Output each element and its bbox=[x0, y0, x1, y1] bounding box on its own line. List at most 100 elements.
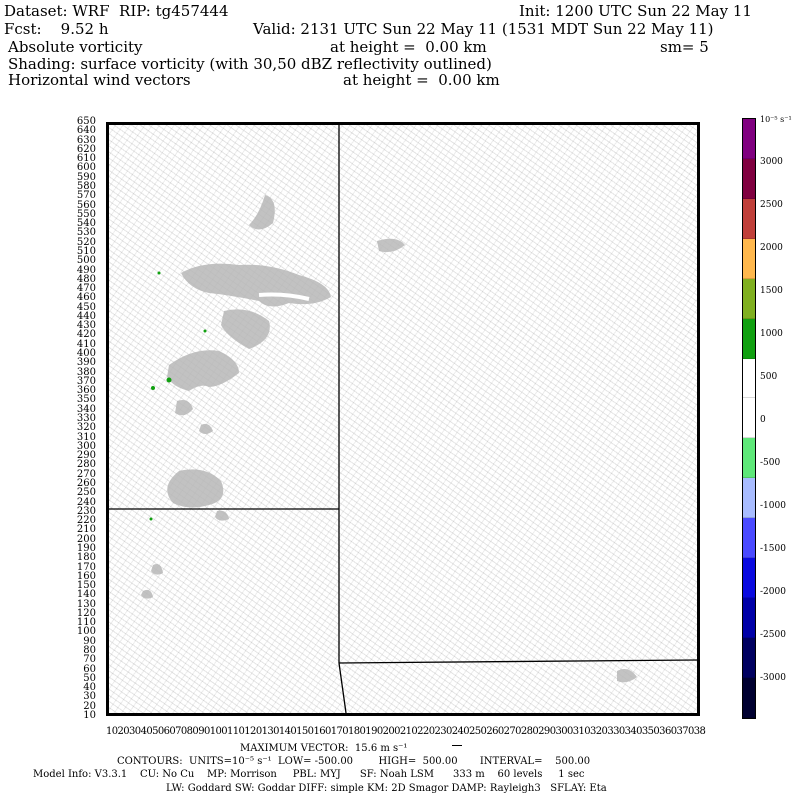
vorticity-map bbox=[109, 125, 697, 713]
y-tick-label: 430 bbox=[76, 320, 96, 332]
colorbar-segment bbox=[743, 518, 755, 559]
colorbar-segment bbox=[743, 158, 755, 199]
plot-area bbox=[106, 122, 700, 716]
colorbar-tick-label: -2000 bbox=[760, 587, 786, 597]
y-tick-label: 570 bbox=[76, 190, 96, 202]
y-tick-label: 50 bbox=[83, 672, 96, 684]
colorbar-segment bbox=[743, 318, 755, 359]
y-tick-label: 150 bbox=[76, 580, 96, 592]
vector-scale-arrow bbox=[452, 745, 462, 746]
y-tick-label: 250 bbox=[76, 487, 96, 499]
y-tick-label: 620 bbox=[76, 143, 96, 155]
y-tick-label: 230 bbox=[76, 505, 96, 517]
y-tick-label: 590 bbox=[76, 171, 96, 183]
y-tick-label: 70 bbox=[83, 654, 96, 666]
colorbar-segment bbox=[743, 358, 755, 399]
colorbar-tick-label: 0 bbox=[760, 415, 766, 425]
y-tick-label: 190 bbox=[76, 542, 96, 554]
colorbar-tick-label: -1500 bbox=[760, 544, 786, 554]
colorbar-tick-label: 500 bbox=[760, 372, 778, 382]
y-tick-label: 220 bbox=[76, 515, 96, 527]
y-tick-label: 650 bbox=[76, 116, 96, 127]
colorbar-segment bbox=[743, 238, 755, 279]
y-tick-label: 410 bbox=[76, 338, 96, 350]
y-tick-label: 470 bbox=[76, 283, 96, 295]
y-tick-label: 20 bbox=[83, 700, 96, 712]
y-tick-label: 120 bbox=[76, 607, 96, 619]
valid-time: Valid: 2131 UTC Sun 22 May 11 (1531 MDT … bbox=[253, 20, 714, 38]
field2-name: Horizontal wind vectors bbox=[8, 71, 191, 89]
y-tick-label: 420 bbox=[76, 329, 96, 341]
colorbar-tick-label: 3000 bbox=[760, 157, 783, 167]
colorbar-segment bbox=[743, 478, 755, 519]
y-tick-label: 100 bbox=[76, 626, 96, 638]
forecast-hour: Fcst: 9.52 h bbox=[4, 20, 109, 38]
y-tick-label: 260 bbox=[76, 477, 96, 489]
y-tick-label: 560 bbox=[76, 199, 96, 211]
y-tick-label: 80 bbox=[83, 645, 96, 657]
colorbar-tick-label: 2500 bbox=[760, 200, 783, 210]
y-tick-label: 630 bbox=[76, 134, 96, 146]
colorbar-segment bbox=[743, 198, 755, 239]
y-tick-label: 110 bbox=[76, 617, 96, 629]
y-tick-label: 510 bbox=[76, 245, 96, 257]
colorbar-segment bbox=[743, 398, 755, 439]
y-tick-label: 270 bbox=[76, 468, 96, 480]
shading-description: Shading: surface vorticity (with 30,50 d… bbox=[8, 55, 492, 73]
field1-name: Absolute vorticity bbox=[8, 38, 143, 56]
y-tick-label: 30 bbox=[83, 691, 96, 703]
colorbar bbox=[742, 118, 756, 719]
y-tick-label: 60 bbox=[83, 663, 96, 675]
y-tick-label: 460 bbox=[76, 292, 96, 304]
shaded-regions bbox=[141, 195, 637, 683]
y-tick-label: 290 bbox=[76, 450, 96, 462]
colorbar-tick-label: -1000 bbox=[760, 501, 786, 511]
y-tick-label: 400 bbox=[76, 348, 96, 360]
y-tick-label: 140 bbox=[76, 589, 96, 601]
y-tick-label: 340 bbox=[76, 403, 96, 415]
y-tick-label: 440 bbox=[76, 310, 96, 322]
y-tick-label: 200 bbox=[76, 533, 96, 545]
y-tick-label: 160 bbox=[76, 570, 96, 582]
colorbar-segment bbox=[743, 119, 755, 159]
y-tick-label: 390 bbox=[76, 357, 96, 369]
y-tick-label: 640 bbox=[76, 125, 96, 137]
colorbar-segment bbox=[743, 278, 755, 319]
colorbar-tick-label: -500 bbox=[760, 458, 781, 468]
model-info: Model Info: V3.3.1 CU: No Cu MP: Morriso… bbox=[33, 769, 585, 780]
colorbar-segment bbox=[743, 677, 755, 718]
colorbar-tick-label: -2500 bbox=[760, 630, 786, 640]
y-tick-label: 580 bbox=[76, 180, 96, 192]
y-tick-label: 90 bbox=[83, 635, 96, 647]
boundary-lines bbox=[109, 125, 697, 713]
y-tick-label: 600 bbox=[76, 162, 96, 174]
y-tick-label: 300 bbox=[76, 440, 96, 452]
y-tick-label: 180 bbox=[76, 552, 96, 564]
y-tick-label: 540 bbox=[76, 218, 96, 230]
colorbar-tick-label: -3000 bbox=[760, 673, 786, 683]
colorbar-unit: 10⁻⁵ s⁻¹ bbox=[760, 115, 792, 124]
physics-info: LW: Goddard SW: Goddar DIFF: simple KM: … bbox=[166, 783, 607, 794]
y-tick-label: 480 bbox=[76, 273, 96, 285]
y-tick-label: 380 bbox=[76, 366, 96, 378]
y-tick-label: 320 bbox=[76, 422, 96, 434]
y-tick-label: 310 bbox=[76, 431, 96, 443]
y-tick-label: 10 bbox=[83, 710, 96, 721]
field2-height: at height = 0.00 km bbox=[343, 71, 500, 89]
colorbar-tick-label: 2000 bbox=[760, 243, 783, 253]
y-tick-label: 40 bbox=[83, 682, 96, 694]
y-tick-label: 370 bbox=[76, 375, 96, 387]
x-axis-ticks: 1020304050607080901001101201301401501601… bbox=[106, 726, 706, 737]
field1-height: at height = 0.00 km bbox=[330, 38, 487, 56]
y-tick-label: 530 bbox=[76, 227, 96, 239]
colorbar-segment bbox=[743, 598, 755, 638]
y-tick-label: 500 bbox=[76, 255, 96, 267]
y-tick-label: 330 bbox=[76, 413, 96, 424]
y-tick-label: 130 bbox=[76, 598, 96, 610]
colorbar-segment bbox=[743, 558, 755, 599]
y-tick-label: 450 bbox=[76, 301, 96, 313]
y-tick-label: 520 bbox=[76, 236, 96, 248]
y-tick-label: 490 bbox=[76, 264, 96, 276]
colorbar-segment bbox=[743, 438, 755, 479]
colorbar-tick-label: 1500 bbox=[760, 286, 783, 296]
